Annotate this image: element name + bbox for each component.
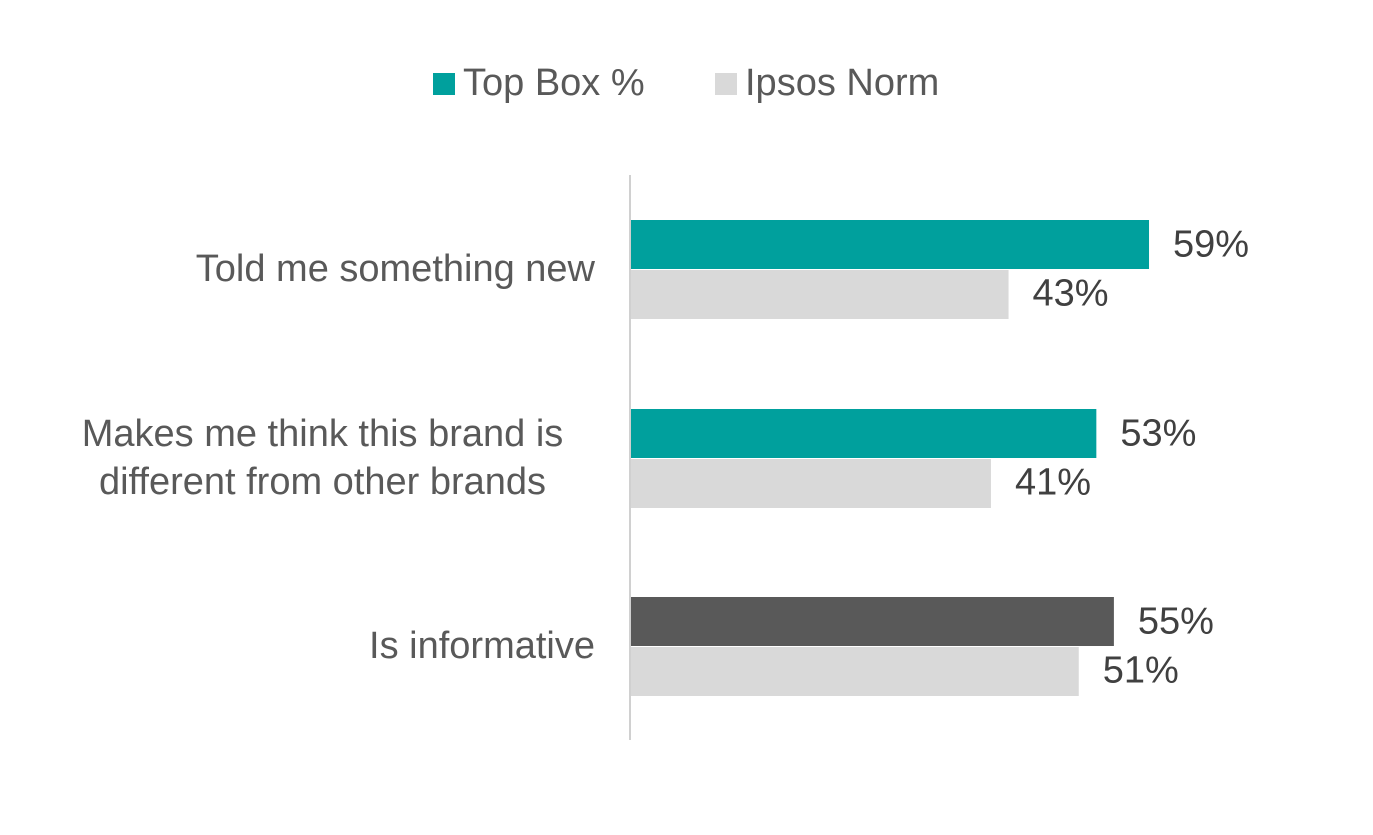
category-label: Told me something new [195,248,595,290]
bar [631,220,1150,269]
bar [631,409,1097,458]
legend-swatch [715,73,737,95]
data-label: 51% [1103,650,1179,692]
category-label: Makes me think this brand is different f… [81,413,564,503]
data-label: 59% [1173,224,1249,266]
bar [631,647,1079,696]
legend-swatch [433,73,455,95]
category-label-box: Is informative [40,546,595,746]
data-label: 55% [1138,601,1214,643]
category-label-box: Told me something new [40,169,595,369]
bar [631,270,1009,319]
legend-label: Top Box % [463,62,645,104]
bar [631,459,991,508]
category-label: Is informative [369,625,595,667]
data-label: 43% [1033,273,1109,315]
bar [631,597,1114,646]
data-label: 53% [1120,413,1196,455]
legend-label: Ipsos Norm [745,62,939,104]
data-label: 41% [1015,462,1091,504]
category-label-box: Makes me think this brand is different f… [40,358,595,558]
